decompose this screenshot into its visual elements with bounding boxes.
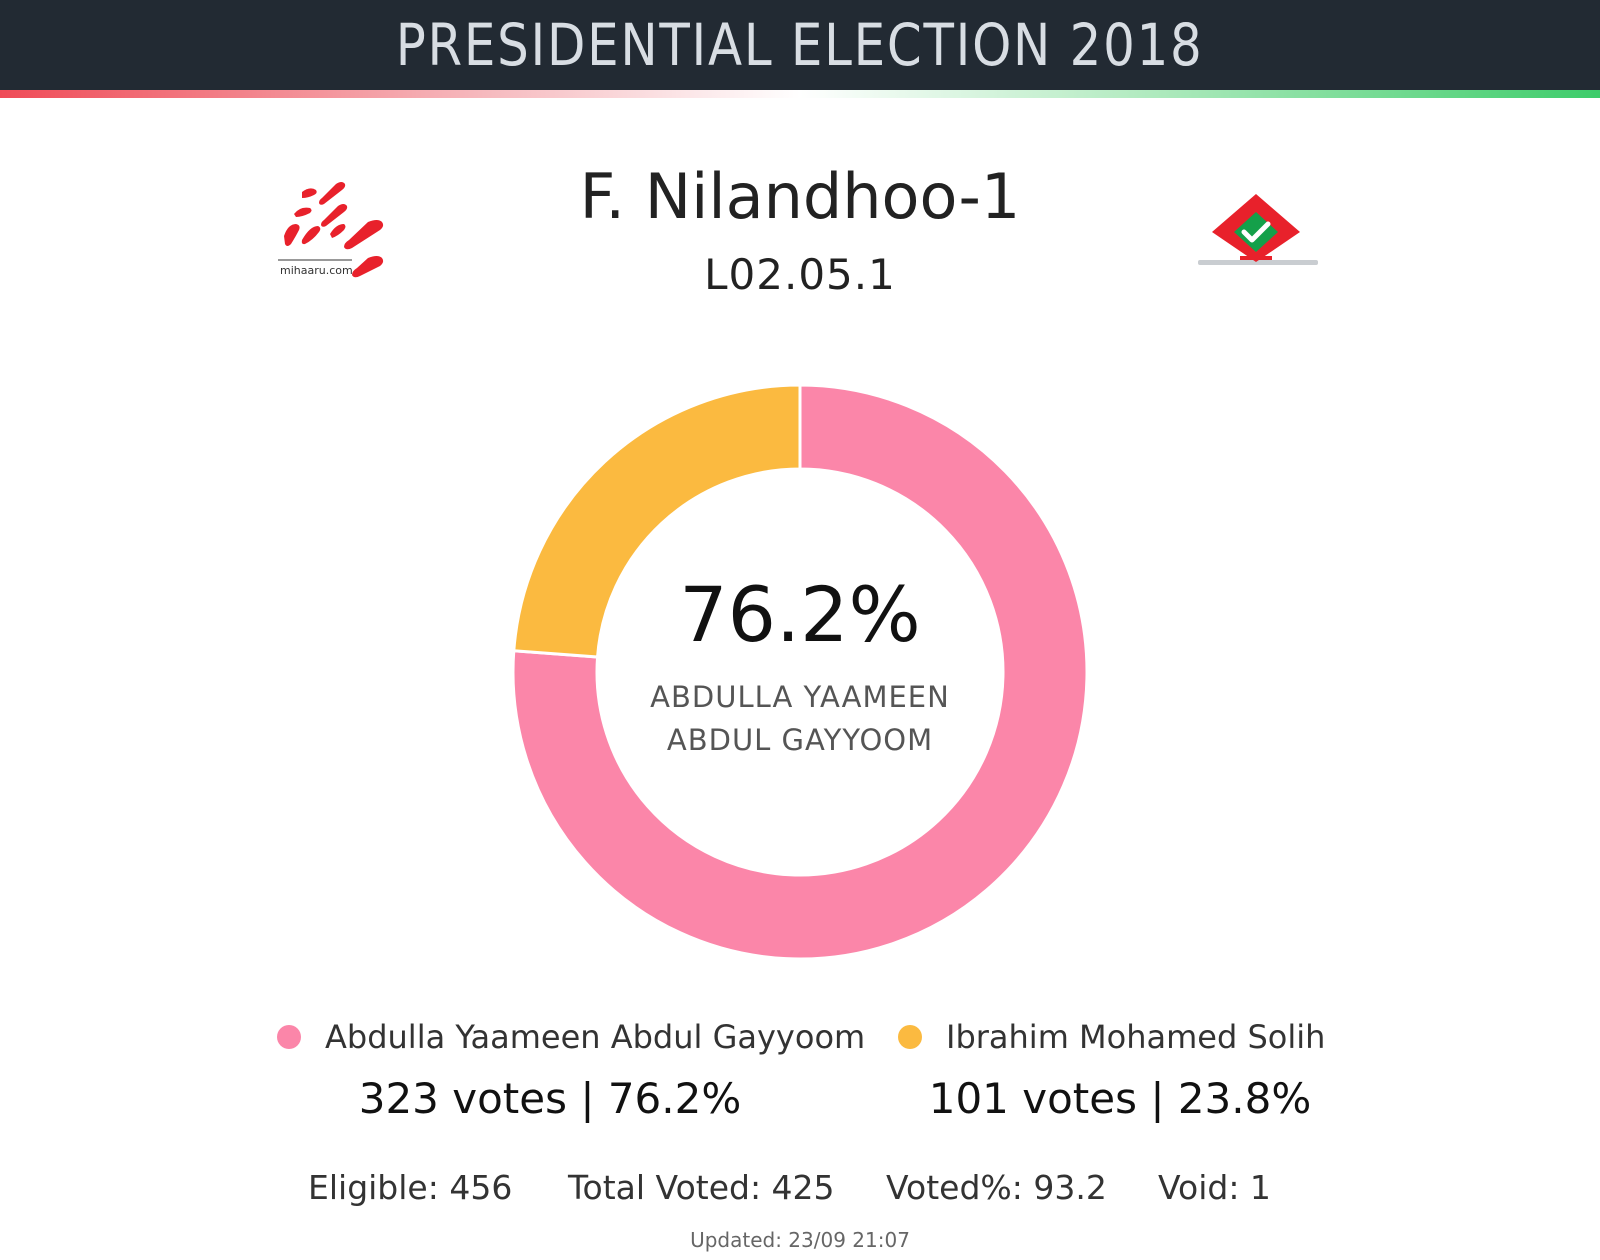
header-title: PRESIDENTIAL ELECTION 2018 [396,11,1204,79]
donut-chart [511,383,1089,961]
logo-stroke [319,182,346,205]
logo-stroke [344,220,384,250]
center-percentage: 76.2% [679,570,921,659]
check-icon [1241,221,1271,243]
logo-stroke [294,207,312,217]
place-name: F. Nilandhoo-1 [579,160,1021,233]
center-name-line2: ABDUL GAYYOOM [666,723,934,757]
votes-solih: 101 votes | 23.8% [928,1074,1312,1123]
legend-name-yaameen: Abdulla Yaameen Abdul Gayyoom [325,1018,866,1056]
logo-text: mihaaru.com [280,264,353,277]
header-bar: PRESIDENTIAL ELECTION 2018 [0,0,1600,90]
ballot-slot [1240,256,1272,260]
mihaaru-logo: mihaaru.com [278,182,384,278]
stat-void: Void: 1 [1158,1168,1271,1207]
donut-slice-1 [512,383,802,659]
ballot-base [1198,260,1318,265]
logo-stroke [330,224,346,238]
center-candidate-name: ABDULLA YAAMEEN ABDUL GAYYOOM [600,676,1000,762]
updated-timestamp: Updated: 23/09 21:07 [690,1228,910,1252]
logo-stroke [301,226,321,245]
votes-yaameen: 323 votes | 76.2% [358,1074,742,1123]
donut-slice-0 [511,383,1089,961]
center-name-line1: ABDULLA YAAMEEN [650,680,950,714]
logo-stroke [284,224,300,246]
legend-item-solih: Ibrahim Mohamed Solih [898,1018,1325,1056]
stat-voted-percent: Voted%: 93.2 [886,1168,1107,1207]
logo-stroke [352,256,384,278]
stat-total-voted: Total Voted: 425 [568,1168,835,1207]
logo-stroke [302,188,317,198]
header-stripe [0,90,1600,98]
legend-name-solih: Ibrahim Mohamed Solih [946,1018,1326,1056]
legend-dot-yaameen [277,1025,301,1049]
legend-dot-solih [898,1025,922,1049]
stat-eligible: Eligible: 456 [308,1168,513,1207]
logo-stroke [321,204,348,227]
place-code: L02.05.1 [704,250,896,299]
legend-item-yaameen: Abdulla Yaameen Abdul Gayyoom [277,1018,865,1056]
ballot-logo [1198,194,1318,265]
